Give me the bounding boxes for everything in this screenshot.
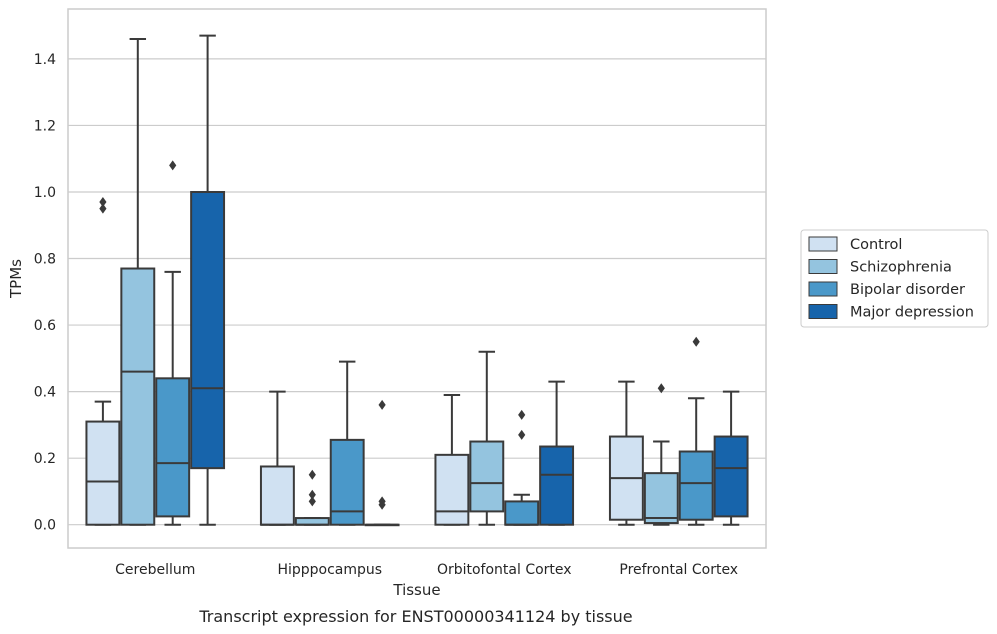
y-axis-label: TPMs xyxy=(7,259,25,299)
legend-label: Major depression xyxy=(850,305,974,321)
legend: Control Schizophrenia Bipolar disorder Majo… xyxy=(800,229,989,328)
box-0-3 xyxy=(190,34,226,526)
y-tick-label: 1.4 xyxy=(34,52,56,68)
legend-label: Schizophrenia xyxy=(850,260,952,276)
box-groups xyxy=(85,34,749,527)
box-2-0 xyxy=(434,393,470,526)
x-tick-label: Cerebellum xyxy=(115,562,195,578)
box-0-2 xyxy=(155,160,191,526)
x-axis-label: Tissue xyxy=(392,581,440,599)
box-2-3 xyxy=(539,380,575,526)
box-body xyxy=(259,465,295,526)
box-body xyxy=(504,500,540,526)
y-tick-label: 0.4 xyxy=(34,385,56,401)
box-3-1 xyxy=(643,383,679,526)
y-tick-label: 0.0 xyxy=(34,518,56,534)
x-tick-labels: Cerebellum Hipppocampus Orbitofontal Corte… xyxy=(115,562,738,578)
box-1-0 xyxy=(259,390,295,526)
y-tick-label: 0.8 xyxy=(34,252,56,268)
y-tick-label: 0.6 xyxy=(34,318,56,334)
x-tick-label: Hipppocampus xyxy=(277,562,382,578)
box-body xyxy=(434,453,470,526)
outlier-point xyxy=(169,160,177,171)
box-body xyxy=(155,377,191,518)
box-0-1 xyxy=(120,37,156,526)
box-body xyxy=(85,420,121,526)
outlier-point xyxy=(378,399,386,410)
chart-caption: Transcript expression for ENST0000034112… xyxy=(198,607,632,626)
y-tick-label: 1.0 xyxy=(34,185,56,201)
y-tick-label: 0.2 xyxy=(34,451,56,467)
x-tick-label: Orbitofontal Cortex xyxy=(437,562,572,578)
box-1-1 xyxy=(294,469,330,526)
legend-swatch xyxy=(808,304,838,319)
outlier-point xyxy=(692,336,700,347)
outlier-point xyxy=(657,383,665,394)
y-tick-label: 1.2 xyxy=(34,118,56,134)
outlier-point xyxy=(378,496,386,507)
plot-frame xyxy=(67,8,767,549)
legend-label: Control xyxy=(850,237,902,253)
box-0-0 xyxy=(85,196,121,526)
box-3-0 xyxy=(608,380,644,526)
legend-swatch xyxy=(808,236,838,252)
box-3-2 xyxy=(678,336,714,526)
outlier-point xyxy=(308,469,316,480)
legend-label: Bipolar disorder xyxy=(850,282,965,298)
box-1-2 xyxy=(329,360,365,526)
x-tick-label: Prefrontal Cortex xyxy=(619,562,738,578)
legend-swatch xyxy=(808,259,838,274)
box-3-3 xyxy=(713,390,749,526)
box-2-2 xyxy=(504,409,540,526)
outlier-point xyxy=(308,496,316,507)
outlier-point xyxy=(308,489,316,500)
box-body xyxy=(713,435,749,518)
box-body xyxy=(539,445,575,526)
legend-swatch xyxy=(808,281,838,297)
outlier-point xyxy=(99,203,107,214)
y-tick-labels: 0.0 0.2 0.4 0.6 0.8 1.0 1.2 1.4 xyxy=(34,52,56,534)
box-2-1 xyxy=(469,350,505,526)
box-body xyxy=(120,267,156,526)
legend-frame xyxy=(800,229,989,328)
box-body xyxy=(190,190,226,470)
box-body xyxy=(678,450,714,521)
box-body xyxy=(643,472,679,525)
outlier-point xyxy=(518,429,526,440)
outlier-point xyxy=(518,409,526,420)
box-1-3 xyxy=(364,399,400,527)
box-body xyxy=(469,440,505,513)
outlier-point xyxy=(99,196,107,207)
